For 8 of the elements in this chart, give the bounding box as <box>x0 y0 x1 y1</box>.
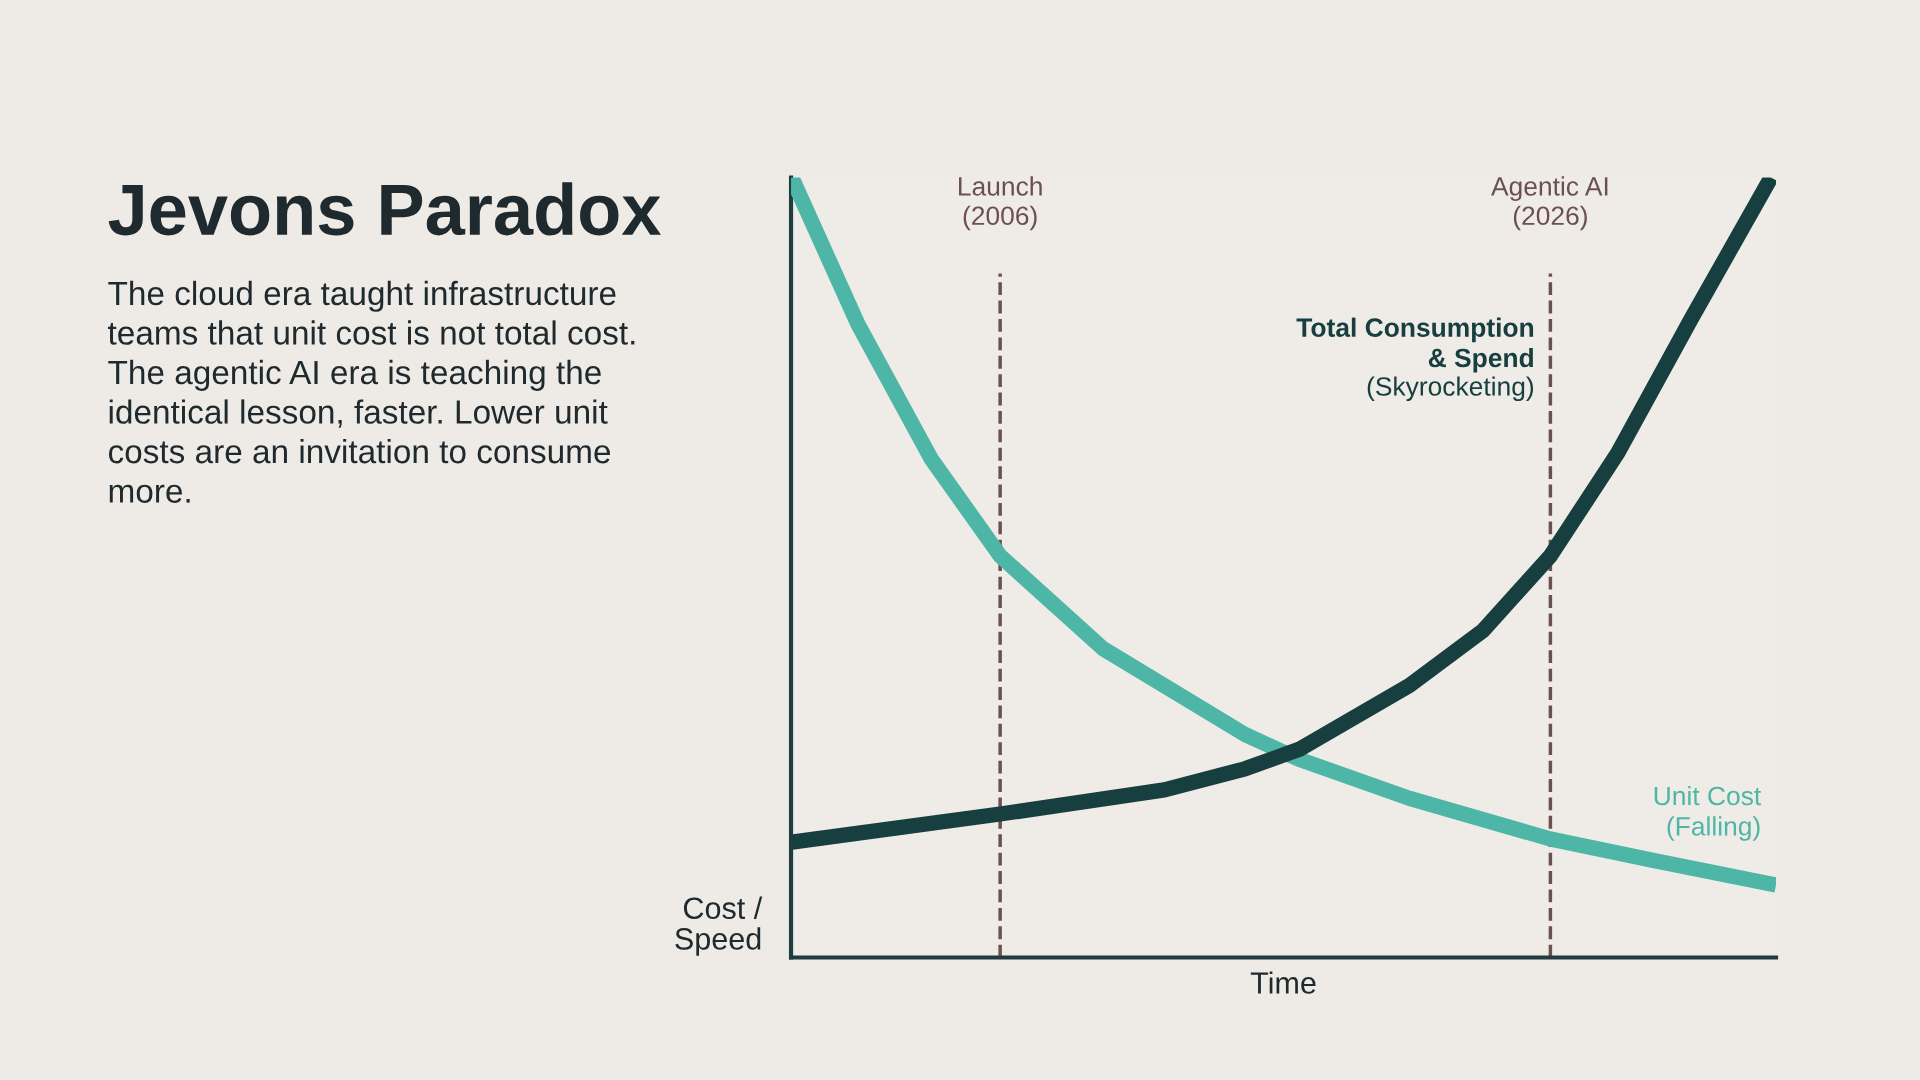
x-axis-title: Time <box>1250 971 1316 994</box>
y-axis-title: Cost / Speed <box>675 896 763 956</box>
x-tick-label: Launch (2006) <box>959 176 1042 231</box>
x-tick-label: Agentic AI (2026) <box>1491 176 1608 231</box>
chart-title: Jevons Paradox <box>108 182 661 236</box>
text: The cloud era taught infrastructure teams that unit cost is not total cost. The agentic AI era is teaching the identical lesson, faster. Lower unit costs are an invitation to consume more. <box>108 280 635 503</box>
text: Total Consumption & Spend (Skyrocketing) <box>1296 317 1534 402</box>
series-label: Unit Cost (Falling) <box>1654 785 1762 841</box>
